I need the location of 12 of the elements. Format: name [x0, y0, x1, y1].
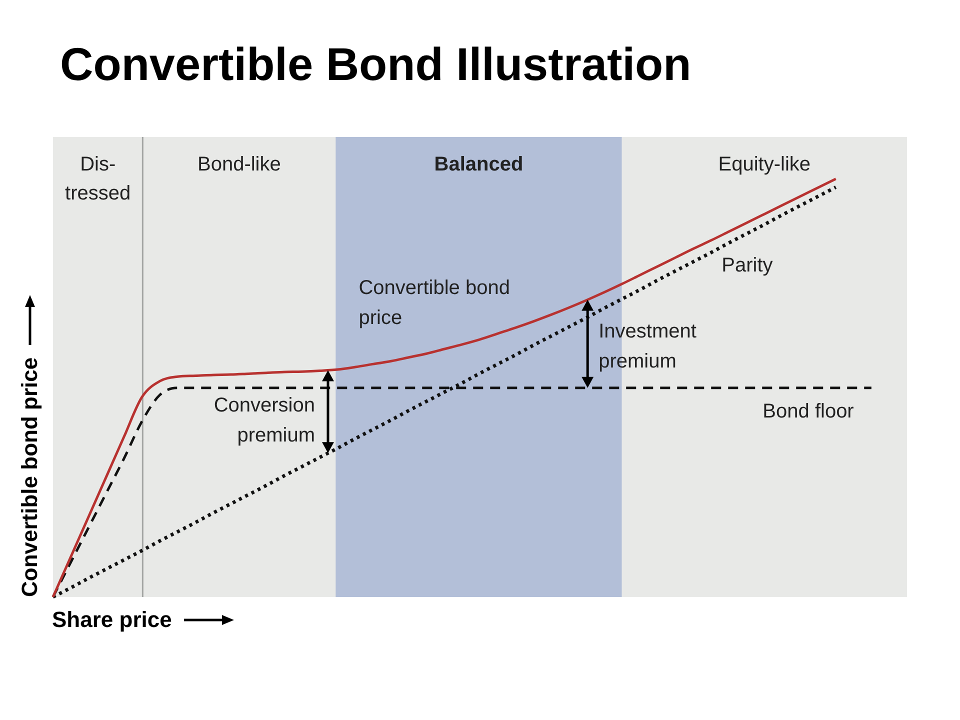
text: Equity-like [718, 154, 811, 176]
annotation: Conversion premium [214, 394, 315, 446]
series-label: Bond floor [762, 400, 854, 422]
x-axis-title: Share price [52, 607, 172, 633]
annotation: Investment premium [598, 320, 697, 373]
annotation: Dis- tressed [65, 154, 131, 205]
chart-title: Convertible Bond Illustration [60, 37, 692, 91]
series-label: Convertible bond price [358, 276, 510, 329]
y-axis-title: Convertible bond price [17, 357, 43, 597]
series-label: Parity [722, 254, 773, 276]
text: Balanced [434, 154, 524, 176]
text: Bond-like [197, 154, 281, 176]
